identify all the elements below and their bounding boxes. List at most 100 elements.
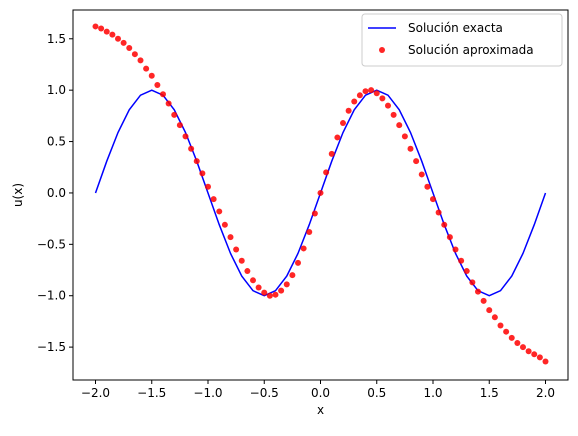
data-point [396,122,403,129]
data-point [373,90,380,97]
data-point [525,348,532,355]
data-point [351,98,358,105]
data-point [328,150,335,157]
data-point [98,25,105,32]
data-point [491,314,498,321]
data-point [345,107,352,114]
data-point [289,272,296,279]
data-point [317,189,324,196]
data-point [469,279,476,286]
data-point [283,281,290,288]
data-point [103,28,110,35]
data-point [385,102,391,109]
data-point [148,72,155,79]
data-point [205,183,211,190]
legend-entry-exacta: Solución exacta [408,21,503,35]
data-point [418,171,425,178]
data-point [497,322,504,329]
data-point [126,45,133,52]
data-point [188,145,195,152]
data-point [193,158,200,165]
data-point [261,289,268,296]
x-tick-label: 2.0 [536,386,555,400]
data-point [486,307,493,314]
data-point [227,234,234,241]
x-tick-label: −0.5 [250,386,279,400]
data-point [334,134,341,141]
data-point [356,92,363,99]
data-point [480,297,487,304]
data-point [368,87,375,94]
x-tick-label: −2.0 [81,386,110,400]
data-point [536,354,543,361]
data-point [165,100,172,107]
x-tick-label: 1.0 [423,386,442,400]
y-tick-label: −1.0 [37,289,66,303]
data-point [362,88,369,95]
legend: Solución exacta Solución aproximada [361,13,563,67]
data-point [266,292,273,299]
data-point [137,57,144,64]
data-point [463,268,470,275]
data-point [340,120,346,127]
data-point [430,196,436,203]
data-point [531,351,538,358]
data-point [311,210,318,217]
data-point [452,246,459,253]
data-point [295,259,301,266]
y-tick-label: 0.0 [47,186,66,200]
y-tick-label: 0.5 [47,135,66,149]
y-tick-label: −0.5 [37,237,66,251]
y-axis-label: u(x) [11,183,25,207]
data-point [216,208,223,215]
data-point [300,245,307,252]
data-point [109,31,116,38]
y-tick-label: 1.5 [47,32,66,46]
data-point [221,221,228,228]
data-point [143,65,150,72]
data-point [176,122,183,129]
data-point [441,221,448,228]
data-point [255,284,262,291]
legend-entry-aproximada: Solución aproximada [408,43,534,57]
data-point [503,328,510,335]
data-point [115,35,121,42]
data-point [160,91,166,98]
data-point [272,291,279,298]
x-axis-label: x [317,403,324,417]
data-point [171,111,178,118]
data-point [182,133,189,140]
legend-marker-swatch [379,47,385,53]
data-point [407,145,414,152]
plot-area [92,23,549,365]
data-point [233,246,240,253]
data-point [323,169,330,176]
data-point [390,111,397,118]
data-point [514,340,521,346]
data-point [413,158,420,165]
data-point [244,268,251,275]
x-axis-ticks: −2.0 −1.5 −1.0 −0.5 0.0 0.5 1.0 1.5 2.0 [81,380,555,400]
data-point [238,257,245,264]
y-tick-label: −1.5 [37,340,66,354]
x-tick-label: 0.0 [311,386,330,400]
data-point [306,229,313,235]
data-point [154,82,161,89]
data-point [131,51,138,58]
data-point [520,344,526,351]
data-point [379,95,386,102]
data-point [210,196,217,203]
data-point [401,133,408,140]
x-tick-label: −1.5 [137,386,166,400]
data-point [435,209,442,216]
data-point [199,170,206,177]
data-point [250,277,256,284]
data-point [446,234,453,241]
data-point [458,257,465,264]
data-point [278,287,285,294]
data-point [508,334,515,341]
legend-box [361,13,563,67]
y-tick-label: 1.0 [47,83,66,97]
x-tick-label: −1.0 [193,386,222,400]
